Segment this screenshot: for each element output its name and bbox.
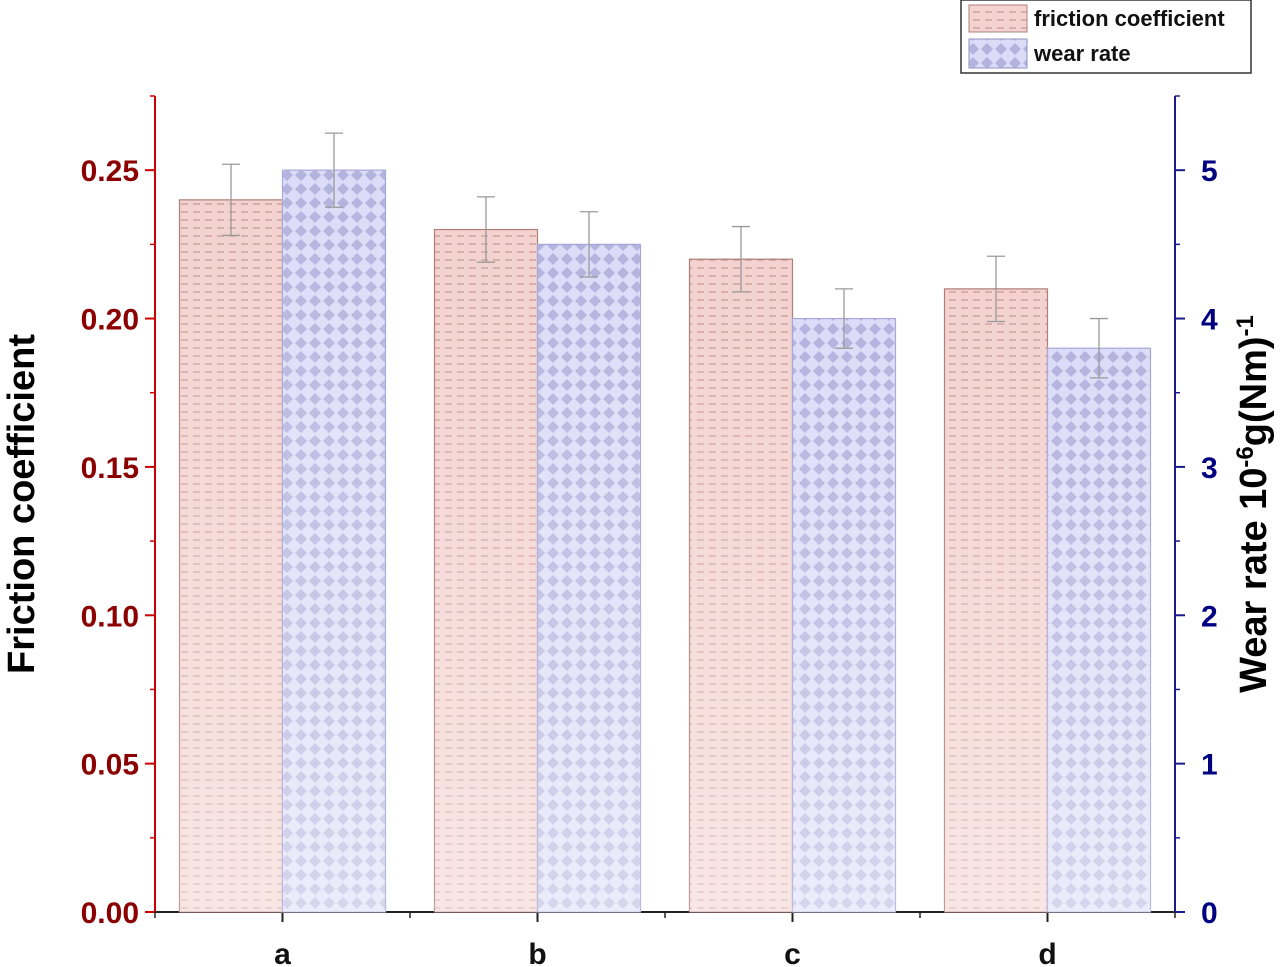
bars bbox=[178, 169, 1152, 913]
legend: friction coefficient wear rate bbox=[960, 0, 1252, 74]
bar-friction-shade-d bbox=[944, 288, 1048, 912]
bar-friction-shade-b bbox=[434, 229, 538, 912]
left-tick-label: 0.10 bbox=[81, 600, 139, 633]
right-tick-label: 2 bbox=[1201, 600, 1218, 633]
legend-swatch-friction bbox=[968, 4, 1028, 33]
x-tick-label: a bbox=[274, 938, 291, 967]
right-axis-title-main: Wear rate 10 bbox=[1233, 468, 1275, 693]
x-ticks: a b c d bbox=[154, 912, 1176, 967]
right-axis-title: Wear rate 10-6g(Nm)-1 bbox=[1232, 315, 1276, 693]
right-tick-label: 5 bbox=[1201, 155, 1218, 188]
x-tick-label: c bbox=[784, 938, 801, 967]
right-axis-title-sup1: -6 bbox=[1232, 446, 1259, 467]
bar-friction-shade-c bbox=[689, 259, 793, 912]
legend-label-wear: wear rate bbox=[1033, 41, 1131, 66]
x-tick-label: d bbox=[1038, 938, 1056, 967]
bar-wear-shade-d bbox=[1047, 348, 1151, 913]
left-tick-label: 0.20 bbox=[81, 304, 139, 337]
right-tick-label: 3 bbox=[1201, 452, 1218, 485]
right-axis-title-mid: g(Nm) bbox=[1233, 336, 1275, 446]
right-ticks: 0 1 2 3 4 5 bbox=[1175, 95, 1218, 930]
right-tick-label: 0 bbox=[1201, 897, 1218, 930]
bar-wear-shade-c bbox=[792, 318, 896, 913]
right-axis-title-sup2: -1 bbox=[1232, 315, 1259, 336]
x-tick-label: b bbox=[528, 938, 546, 967]
left-tick-label: 0.25 bbox=[81, 155, 139, 188]
right-tick-label: 1 bbox=[1201, 749, 1218, 782]
legend-swatch-wear bbox=[968, 38, 1028, 69]
left-ticks: 0.00 0.05 0.10 0.15 0.20 0.25 bbox=[81, 95, 155, 930]
left-axis-title: Friction coefficient bbox=[1, 334, 43, 674]
bar-wear-shade-a bbox=[282, 170, 386, 912]
bar-friction-shade-a bbox=[179, 199, 283, 912]
left-tick-label: 0.00 bbox=[81, 897, 139, 930]
bar-wear-shade-b bbox=[537, 244, 641, 912]
left-tick-label: 0.15 bbox=[81, 452, 139, 485]
left-tick-label: 0.05 bbox=[81, 749, 139, 782]
error-bars bbox=[222, 132, 1108, 379]
legend-label-friction: friction coefficient bbox=[1034, 6, 1225, 31]
right-tick-label: 4 bbox=[1201, 304, 1218, 337]
